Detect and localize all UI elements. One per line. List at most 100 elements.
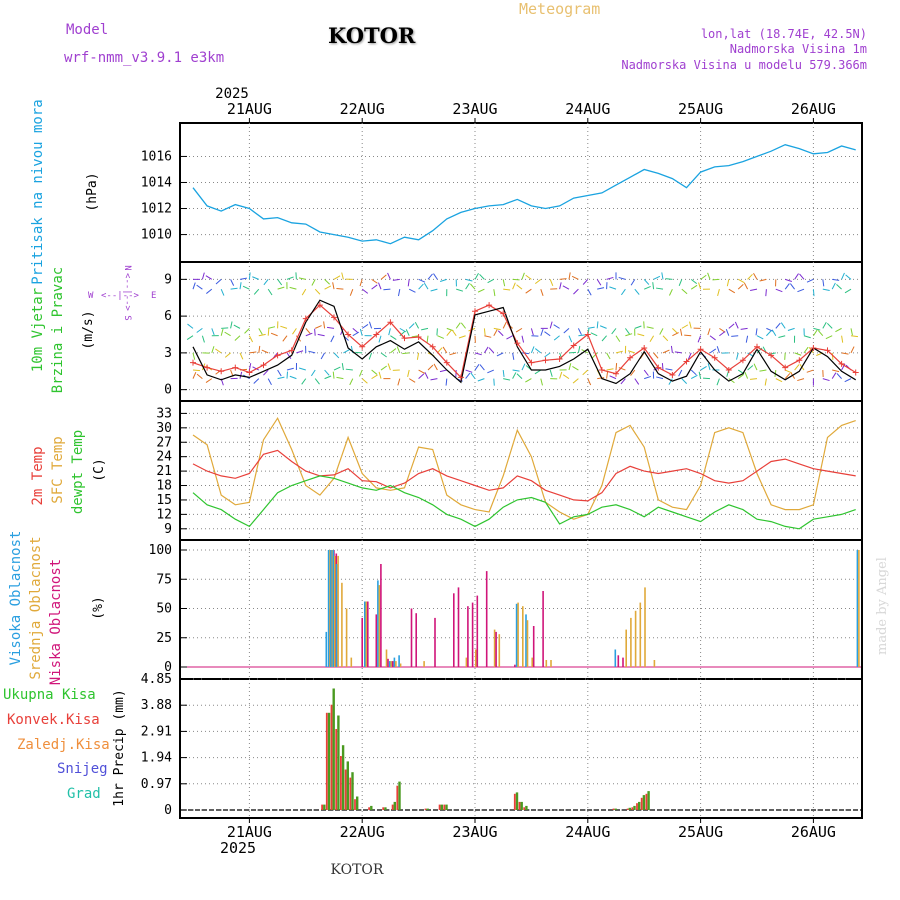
wind-arrow [794, 364, 800, 371]
wind-gust-marker [274, 352, 281, 359]
cloud-bar-high [327, 550, 330, 667]
wind-arrow [850, 335, 859, 338]
wind-arrow [503, 288, 511, 291]
wind-gust-marker [697, 346, 704, 353]
precip-conv-bar [518, 801, 521, 810]
wind-arrow [825, 335, 833, 340]
wind-arrow [427, 364, 434, 371]
wind-arrow [634, 378, 640, 385]
wind-arrow [563, 328, 570, 334]
wind-arrow [397, 289, 401, 297]
day-label-top: 23AUG [452, 100, 497, 118]
wind-arrow [728, 288, 736, 294]
wind-gust-marker [711, 354, 718, 361]
cloud-bar-mid [550, 660, 552, 667]
precip-conv-bar [424, 808, 427, 810]
wind-arrow [553, 335, 560, 341]
model-label: Model [66, 22, 108, 38]
precip-conv-bar [626, 808, 629, 810]
wind-arrow [725, 329, 730, 336]
precip-total-bar [346, 761, 349, 810]
wind-arrow [314, 325, 322, 329]
cloud-bar-low [453, 593, 455, 667]
wind-arrow [753, 273, 758, 280]
wind-arrow [277, 286, 285, 290]
cloud-unit: (%) [91, 596, 106, 619]
wind-arrow [252, 366, 260, 371]
wind-arrow [728, 378, 735, 384]
wind-arrow [530, 328, 534, 336]
wind-arrow [220, 328, 224, 336]
wind-arrow [380, 352, 387, 358]
wind-arrow [627, 350, 635, 354]
cloud-bar-mid [526, 620, 529, 667]
wind-arrow [611, 328, 617, 335]
wind-arrow [618, 367, 626, 371]
day-label-bottom: 25AUG [678, 823, 723, 841]
wind-arrow [477, 288, 485, 293]
wind-arrow [349, 288, 354, 296]
wind-arrow [407, 369, 410, 377]
wind-arrow [192, 352, 196, 360]
wind-gust-marker [331, 314, 337, 321]
precip-total-bar [647, 791, 650, 810]
wind-arrow [234, 335, 241, 341]
wind-gust-marker [796, 357, 803, 364]
wind-arrow [577, 328, 582, 335]
wind-arrow [383, 288, 391, 291]
wind-arrow [822, 378, 830, 382]
wind-arrow [320, 352, 326, 360]
wind-arrow [659, 328, 664, 335]
y-tick-label: 3 [164, 346, 172, 361]
cloud-bar-mid [334, 555, 336, 667]
wind-arrow [678, 279, 683, 287]
pressure-line [192, 144, 856, 245]
cloud-bar-low [476, 595, 479, 667]
wind-arrow [521, 352, 530, 355]
wind-arrow [799, 273, 805, 280]
wind-arrow [737, 284, 744, 290]
day-label-bottom: 26AUG [791, 823, 836, 841]
wind-arrow [442, 346, 448, 354]
wind-arrow [230, 321, 233, 329]
wind-arrow [687, 352, 692, 360]
wind-arrow [591, 352, 598, 359]
wind-arrow [689, 321, 692, 329]
y-tick-label: 15 [156, 493, 172, 508]
station-title: KOTOR [328, 23, 416, 48]
cloud-bar-mid [385, 649, 388, 667]
wind-arrow [562, 374, 570, 380]
wind-gust-marker [528, 359, 535, 366]
wind-gust-marker [810, 344, 817, 351]
wind-arrow [286, 276, 294, 280]
wind-arrow [789, 283, 795, 290]
day-label-top: 25AUG [678, 100, 723, 118]
precip-total-bar [341, 745, 345, 810]
wind-gust-marker [246, 369, 253, 376]
wind-arrow [324, 369, 330, 376]
wind-arrow [239, 352, 244, 360]
day-label-bottom: 22AUG [340, 823, 385, 841]
temp-label-1: 2m Temp [30, 446, 46, 505]
wind-arrow [559, 371, 563, 379]
precip-conv-bar [391, 804, 394, 810]
wind-arrow [308, 350, 316, 354]
wind-arrow [301, 288, 307, 296]
wind-gust-marker [218, 368, 225, 375]
cloud-bar-mid [475, 649, 477, 667]
wind-gust-marker [542, 357, 549, 364]
wind-arrow [368, 352, 373, 360]
wind-arrow [512, 369, 520, 372]
wind-gust-marker [852, 369, 859, 376]
wind-arrow [433, 273, 438, 280]
precip-total-bar [515, 792, 519, 810]
wind-arrow [289, 375, 297, 380]
cloud-bar-low [415, 613, 417, 667]
day-label-top: 26AUG [791, 100, 836, 118]
wind-gust-marker [373, 331, 380, 338]
wind-arrow [597, 377, 605, 380]
wind-arrow [196, 373, 203, 380]
cloud-bar-low [485, 571, 488, 667]
wind-arrow [618, 276, 626, 280]
wind-arrow [534, 369, 542, 375]
